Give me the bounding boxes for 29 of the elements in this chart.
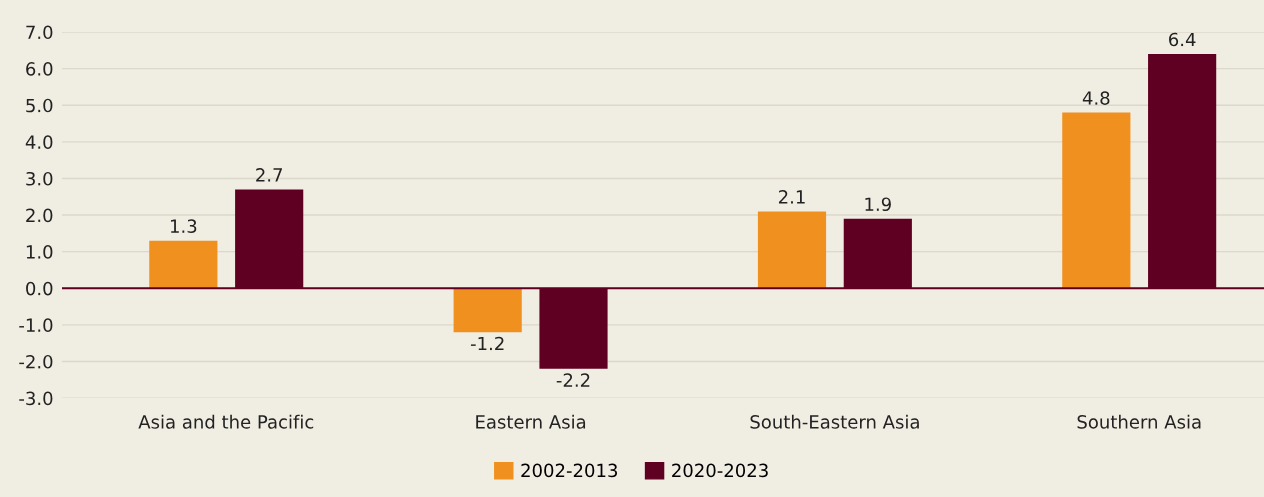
data-label: -1.2 [470, 336, 504, 351]
data-label: -2.2 [556, 373, 590, 387]
data-label: 2.1 [778, 190, 805, 204]
y-tick-label: 7.0 [26, 25, 53, 40]
y-tick-label: 0.0 [26, 281, 53, 296]
data-label: 1.9 [865, 197, 891, 212]
y-tick-label: 4.0 [25, 135, 53, 149]
y-tick-label: -2.0 [19, 354, 53, 369]
data-label: 6.4 [1169, 32, 1196, 47]
legend-label: 2020-2023 [672, 463, 768, 478]
bar [149, 240, 218, 289]
bar [757, 211, 827, 289]
y-tick-label: 1.0 [26, 245, 53, 259]
data-label: 4.8 [1082, 91, 1110, 105]
y-tick-label: -3.0 [19, 391, 53, 406]
x-tick-label: Eastern Asia [476, 414, 586, 429]
x-tick-label: South-Eastern Asia [750, 414, 919, 429]
y-tick-label: 2.0 [26, 208, 53, 223]
x-tick-label: Southern Asia [1077, 414, 1201, 429]
y-tick-label: 5.0 [26, 98, 53, 113]
y-tick-label: -1.0 [19, 318, 53, 332]
legend-label: 2002-2013 [521, 463, 618, 478]
y-tick-label: 3.0 [26, 171, 53, 186]
data-label: 1.3 [170, 219, 197, 234]
x-tick-label: Asia and the Pacific [138, 414, 314, 429]
bar [453, 288, 522, 333]
data-label: 2.7 [256, 168, 282, 182]
bar [1062, 112, 1131, 289]
y-tick-label: 6.0 [26, 62, 53, 76]
